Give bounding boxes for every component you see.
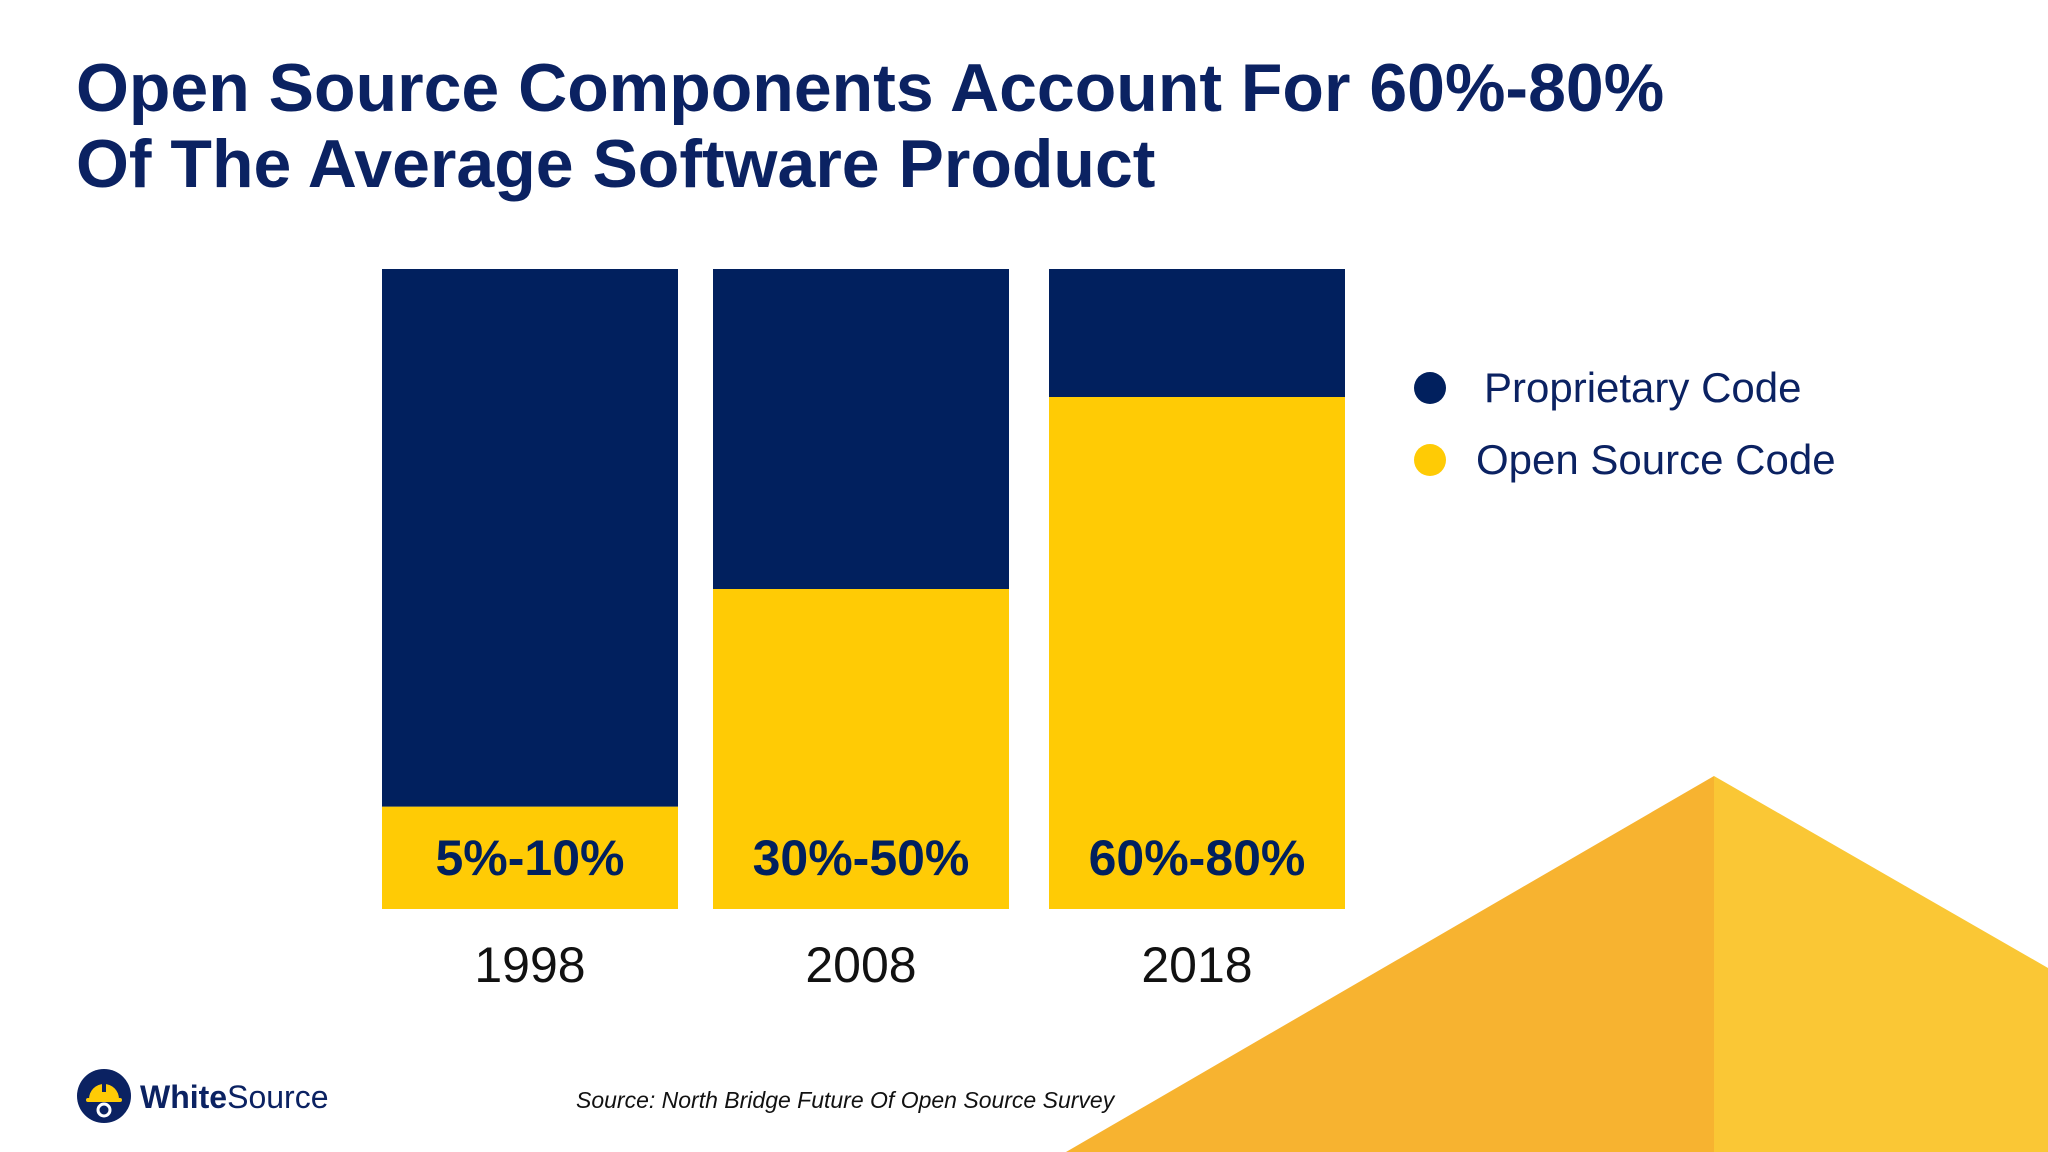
legend-item-proprietary: Proprietary Code [1414, 360, 1914, 432]
bar-2008-proprietary [713, 269, 1009, 589]
decoration-left-facet [1066, 776, 1714, 1152]
legend-dot-proprietary [1414, 372, 1446, 404]
decoration-right-facet [1714, 776, 2048, 1152]
x-tick-label-2008: 2008 [805, 937, 916, 993]
legend-dot-open-source [1414, 444, 1446, 476]
bar-2018-proprietary [1049, 269, 1345, 397]
decoration-mountain [1066, 776, 2048, 1152]
bars-group [382, 269, 1345, 909]
page-title: Open Source Components Account For 60%-8… [76, 50, 1776, 202]
labels-group: 5%-10% 1998 30%-50% 2008 60%-80% 2018 [436, 830, 1306, 993]
bar-1998-proprietary [382, 269, 678, 807]
legend-label-open-source: Open Source Code [1476, 436, 1836, 483]
logo-text-regular: Source [227, 1079, 329, 1115]
chart-legend: Proprietary Code Open Source Code [1414, 360, 1914, 504]
data-label-2008: 30%-50% [753, 830, 970, 886]
legend-label-proprietary: Proprietary Code [1484, 364, 1802, 411]
data-label-2018: 60%-80% [1089, 830, 1306, 886]
x-tick-label-1998: 1998 [474, 937, 585, 993]
source-citation: Source: North Bridge Future Of Open Sour… [576, 1087, 1115, 1113]
hardhat-gear-icon [77, 1069, 131, 1123]
logo-text-bold: White [140, 1079, 228, 1115]
bar-1998-open-source [382, 806, 678, 909]
bar-2018-open-source [1049, 397, 1345, 909]
bar-2008-open-source [713, 589, 1009, 909]
whitesource-logo: WhiteSource [76, 1068, 376, 1124]
logo-wordmark: WhiteSource [140, 1079, 328, 1115]
data-label-1998: 5%-10% [436, 830, 625, 886]
title-line-1: Open Source Components Account For 60%-8… [76, 50, 1665, 126]
title-line-2: Of The Average Software Product [76, 126, 1156, 202]
x-tick-label-2018: 2018 [1141, 937, 1252, 993]
legend-item-open-source: Open Source Code [1414, 432, 1914, 504]
